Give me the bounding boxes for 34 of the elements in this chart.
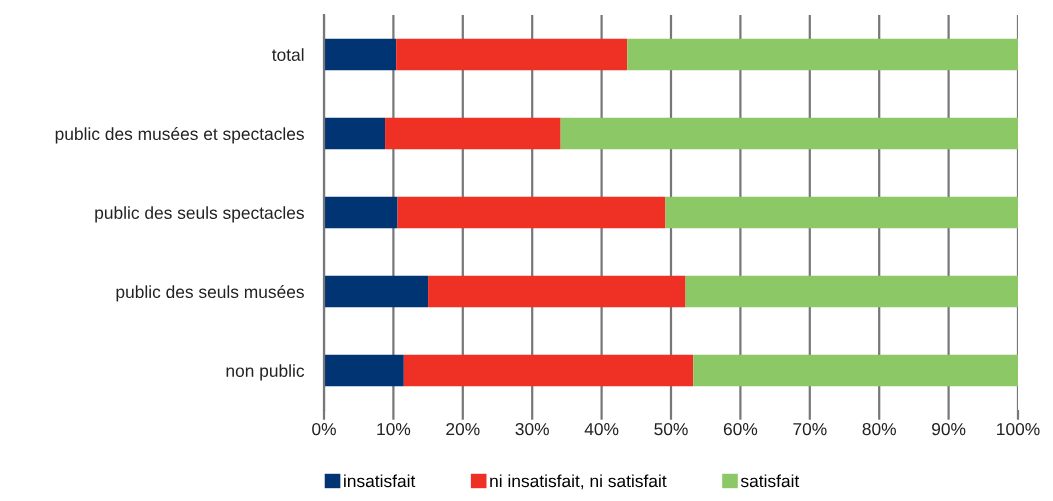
- x-tick-label: 50%: [654, 422, 688, 436]
- bar: [627, 38, 1018, 71]
- x-tick-label: 20%: [446, 422, 480, 436]
- x-tick-label: 10%: [377, 422, 411, 436]
- bar: [397, 196, 666, 229]
- bar: [396, 38, 628, 71]
- bar: [403, 354, 694, 387]
- bar: [428, 275, 686, 308]
- bar: [385, 117, 561, 150]
- bar: [324, 196, 398, 229]
- y-tick-label: public des seuls musées: [116, 285, 304, 302]
- x-tick-label: 40%: [584, 422, 619, 436]
- x-tick-label: 80%: [862, 422, 896, 436]
- x-tick-label: 70%: [793, 422, 827, 436]
- x-tick-label: 30%: [515, 422, 549, 436]
- legend-label: insatisfait: [344, 474, 416, 488]
- bar: [324, 354, 404, 387]
- x-tick-label: 100%: [997, 422, 1040, 436]
- bar: [693, 354, 1018, 387]
- x-tick-label: 0%: [312, 422, 336, 436]
- y-tick-label: non public: [226, 364, 305, 381]
- bar: [324, 117, 386, 150]
- bar: [685, 275, 1018, 308]
- legend-label: ni insatisfait, ni satisfait: [490, 474, 667, 490]
- bar: [324, 38, 397, 71]
- bar: [665, 196, 1018, 229]
- bar: [324, 275, 429, 308]
- y-tick-label: total: [272, 48, 304, 61]
- x-tick-label: 90%: [932, 422, 966, 436]
- x-tick-label: 60%: [723, 422, 758, 436]
- bar: [560, 117, 1018, 150]
- y-tick-label: public des musées et spectacles: [55, 127, 304, 144]
- legend-label: satisfait: [740, 474, 800, 488]
- y-tick-label: public des seuls spectacles: [95, 206, 304, 223]
